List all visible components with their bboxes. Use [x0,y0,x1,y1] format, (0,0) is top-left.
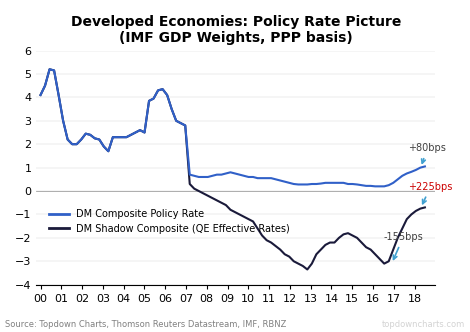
Text: +80bps: +80bps [408,143,446,163]
Text: Source: Topdown Charts, Thomson Reuters Datastream, IMF, RBNZ: Source: Topdown Charts, Thomson Reuters … [5,320,286,329]
Text: +225bps: +225bps [408,182,453,204]
Title: Developed Economies: Policy Rate Picture
(IMF GDP Weights, PPP basis): Developed Economies: Policy Rate Picture… [70,15,401,45]
Text: topdowncharts.com: topdowncharts.com [382,320,465,329]
Legend: DM Composite Policy Rate, DM Shadow Composite (QE Effective Rates): DM Composite Policy Rate, DM Shadow Comp… [45,205,294,238]
Text: -155bps: -155bps [384,232,423,259]
